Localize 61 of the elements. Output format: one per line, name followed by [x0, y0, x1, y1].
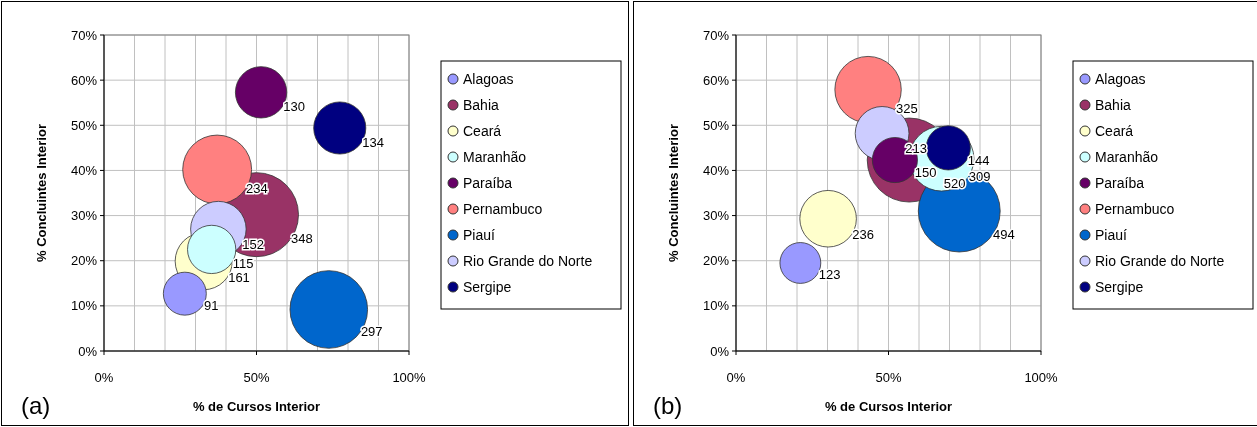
legend-label: Bahia: [463, 96, 500, 113]
data-label: 494: [992, 226, 1015, 242]
legend-label: Rio Grande do Norte: [463, 252, 593, 269]
data-label: 150: [914, 165, 937, 181]
data-label: 134: [362, 135, 385, 151]
y-tick-label: 20%: [70, 253, 98, 269]
data-label: 144: [967, 153, 990, 169]
x-axis-title: % de Cursos Interior: [192, 399, 321, 414]
y-tick-label: 10%: [702, 298, 730, 314]
y-tick-label: 10%: [70, 298, 98, 314]
data-label: 130: [283, 99, 306, 115]
legend-label: Paraíba: [1095, 174, 1145, 191]
legend-label: Rio Grande do Norte: [1095, 252, 1225, 269]
y-tick-label: 50%: [702, 117, 730, 133]
x-tick-label: 0%: [726, 370, 746, 385]
legend-label: Sergipe: [1095, 278, 1144, 295]
x-tick-label: 50%: [875, 370, 902, 385]
data-label: 123: [818, 267, 841, 283]
data-label: 91: [203, 298, 219, 314]
legend-label: Maranhão: [463, 148, 527, 165]
x-axis-title: % de Cursos Interior: [824, 399, 953, 414]
y-tick-label: 30%: [70, 208, 98, 224]
y-axis-title: % Concluintes Interior: [666, 124, 681, 262]
data-label: 152: [242, 237, 264, 253]
y-tick-label: 40%: [702, 162, 730, 178]
legend-label: Piauí: [1095, 226, 1128, 243]
text: (a): [21, 392, 51, 419]
y-tick-label: 50%: [70, 117, 98, 133]
legend-label: Ceará: [463, 122, 502, 139]
y-axis-title: % Concluintes Interior: [34, 124, 49, 262]
data-label: 234: [245, 181, 268, 197]
y-tick-label: 70%: [702, 27, 730, 43]
text: (b): [653, 392, 683, 419]
x-tick-label: 100%: [392, 370, 427, 385]
y-tick-label: 0%: [710, 343, 730, 359]
legend-label: Piauí: [463, 226, 496, 243]
data-label: 161: [228, 269, 250, 285]
data-label: 115: [232, 255, 254, 271]
y-tick-label: 30%: [702, 208, 730, 224]
legend-label: Paraíba: [463, 174, 513, 191]
legend-label: Sergipe: [463, 278, 512, 295]
y-tick-label: 20%: [702, 253, 730, 269]
legend-label: Bahia: [1095, 96, 1132, 113]
legend-label: Pernambuco: [463, 200, 543, 217]
x-tick-label: 100%: [1024, 370, 1059, 385]
legend-label: Maranhão: [1095, 148, 1159, 165]
legend-label: Alagoas: [1095, 70, 1146, 87]
legend-label: Pernambuco: [1095, 200, 1175, 217]
y-tick-label: 0%: [78, 343, 98, 359]
data-label: 325: [895, 100, 918, 116]
data-label: 236: [852, 227, 875, 243]
x-tick-label: 50%: [243, 370, 270, 385]
legend-label: Alagoas: [463, 70, 514, 87]
y-tick-label: 70%: [70, 27, 98, 43]
y-tick-label: 40%: [70, 162, 98, 178]
y-tick-label: 60%: [70, 72, 98, 88]
data-label: 348: [291, 230, 313, 246]
legend-label: Ceará: [1095, 122, 1134, 139]
y-tick-label: 60%: [702, 72, 730, 88]
data-label: 297: [360, 323, 383, 339]
x-tick-label: 0%: [94, 370, 114, 385]
